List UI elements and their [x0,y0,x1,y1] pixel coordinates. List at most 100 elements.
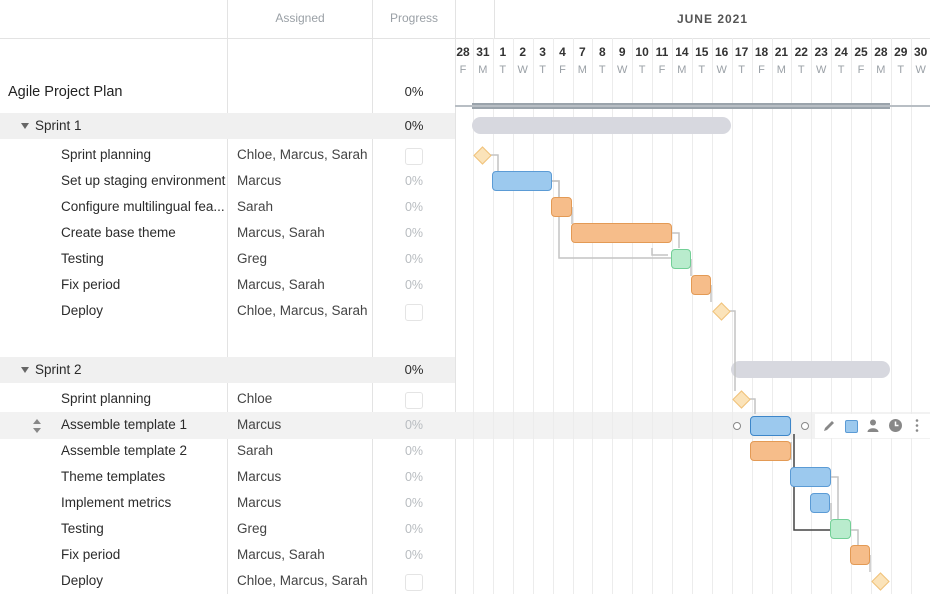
timeline-header-divider [494,0,495,38]
task-progress[interactable]: 0% [404,174,424,188]
project-row[interactable]: Agile Project Plan 0% [0,79,930,105]
task-assigned[interactable]: Marcus [237,417,282,432]
dependency-start-handle[interactable] [733,422,741,430]
task-name[interactable]: Set up staging environment [61,173,226,188]
task-name[interactable]: Fix period [61,277,121,292]
task-row[interactable]: Sprint planning Chloe [0,386,455,412]
task-progress[interactable]: 0% [404,278,424,292]
task-assigned[interactable]: Marcus [237,469,282,484]
task-name[interactable]: Sprint planning [61,391,152,406]
task-bar-fix-period-2[interactable] [850,545,870,565]
task-progress[interactable]: 0% [404,470,424,484]
sprint1-summary-bar[interactable] [472,117,731,134]
task-bar-create-base-theme[interactable] [571,223,672,243]
task-assigned[interactable]: Marcus, Sarah [237,277,325,292]
timeline-day-number: 8 [598,45,606,59]
task-row[interactable]: Assemble template 2 Sarah 0% [0,438,455,464]
task-assigned[interactable]: Chloe [237,391,273,406]
column-header-progress[interactable]: Progress [389,11,439,25]
task-row[interactable]: Fix period Marcus, Sarah 0% [0,542,455,568]
milestone-checkbox[interactable] [405,304,423,321]
milestone-checkbox[interactable] [405,574,423,591]
task-progress[interactable]: 0% [404,226,424,240]
task-progress[interactable]: 0% [404,522,424,536]
clock-icon[interactable] [888,418,903,433]
task-assigned[interactable]: Chloe, Marcus, Sarah [237,147,368,162]
task-row[interactable]: Set up staging environment Marcus 0% [0,168,455,194]
timeline-grid-line [731,38,733,594]
task-bar-theme-templates[interactable] [790,467,831,487]
drag-handle-icon[interactable] [31,418,43,434]
task-bar-implement-metrics[interactable] [810,493,830,513]
task-assigned[interactable]: Greg [237,251,268,266]
task-progress[interactable]: 0% [404,418,424,432]
task-name[interactable]: Theme templates [61,469,166,484]
task-progress[interactable]: 0% [404,252,424,266]
timeline-weekday: M [577,64,587,76]
timeline-day-number: 31 [476,45,490,59]
sprint2-row[interactable]: Sprint 2 0% [0,357,930,383]
collapse-triangle-icon[interactable] [21,123,29,129]
task-progress[interactable]: 0% [404,548,424,562]
timeline-weekday: T [797,64,805,76]
task-progress[interactable]: 0% [404,200,424,214]
task-assigned[interactable]: Greg [237,521,268,536]
task-assigned[interactable]: Marcus [237,173,282,188]
timeline-grid-line [632,38,634,594]
column-header-assigned[interactable]: Assigned [275,11,325,25]
task-bar-testing-2[interactable] [830,519,851,539]
task-row[interactable]: Fix period Marcus, Sarah 0% [0,272,455,298]
sprint2-summary-bar[interactable] [731,361,890,378]
task-row[interactable]: Deploy Chloe, Marcus, Sarah [0,298,455,324]
task-assigned[interactable]: Sarah [237,443,274,458]
sprint1-row[interactable]: Sprint 1 0% [0,113,930,139]
task-name[interactable]: Deploy [61,303,104,318]
task-bar-assemble-template-2[interactable] [750,441,791,461]
task-bar-set-up-staging[interactable] [492,171,552,191]
timeline-grid-line [851,38,853,594]
task-row[interactable]: Sprint planning Chloe, Marcus, Sarah [0,142,455,168]
collapse-triangle-icon[interactable] [21,367,29,373]
milestone-checkbox[interactable] [405,148,423,165]
task-name[interactable]: Sprint planning [61,147,152,162]
timeline-weekday: W [915,64,926,76]
timeline-grid-line [871,38,872,594]
task-name[interactable]: Create base theme [61,225,176,240]
task-row[interactable]: Deploy Chloe, Marcus, Sarah [0,568,455,594]
more-icon[interactable] [914,418,920,433]
person-icon[interactable] [866,418,880,433]
task-assigned[interactable]: Chloe, Marcus, Sarah [237,303,368,318]
task-assigned[interactable]: Marcus, Sarah [237,547,325,562]
task-name[interactable]: Configure multilingual fea... [61,199,225,214]
task-assigned[interactable]: Chloe, Marcus, Sarah [237,573,368,588]
task-row[interactable]: Create base theme Marcus, Sarah 0% [0,220,455,246]
task-row[interactable]: Configure multilingual fea... Sarah 0% [0,194,455,220]
milestone-checkbox[interactable] [405,392,423,409]
dependency-end-handle[interactable] [801,422,809,430]
task-name[interactable]: Assemble template 1 [61,417,188,432]
task-assigned[interactable]: Marcus, Sarah [237,225,325,240]
task-assigned[interactable]: Sarah [237,199,274,214]
task-bar-assemble-template-1[interactable] [750,416,791,436]
task-name[interactable]: Fix period [61,547,121,562]
task-name[interactable]: Deploy [61,573,104,588]
task-row[interactable]: Assemble template 1 Marcus 0% [0,412,455,438]
task-bar-configure-multilingual[interactable] [551,197,572,217]
task-name[interactable]: Testing [61,521,104,536]
task-bar-fix-period-1[interactable] [691,275,711,295]
color-square-icon[interactable] [845,420,858,433]
task-name[interactable]: Testing [61,251,104,266]
timeline-day-number: 9 [618,45,626,59]
task-row[interactable]: Testing Greg 0% [0,516,455,542]
task-name[interactable]: Implement metrics [61,495,172,510]
task-progress[interactable]: 0% [404,444,424,458]
task-row[interactable]: Implement metrics Marcus 0% [0,490,455,516]
task-row[interactable]: Theme templates Marcus 0% [0,464,455,490]
task-assigned[interactable]: Marcus [237,495,282,510]
task-row[interactable]: Testing Greg 0% [0,246,455,272]
task-name[interactable]: Assemble template 2 [61,443,188,458]
timeline-day-number: 22 [794,45,808,59]
task-progress[interactable]: 0% [404,496,424,510]
task-bar-testing-1[interactable] [671,249,691,269]
pencil-icon[interactable] [822,419,836,433]
